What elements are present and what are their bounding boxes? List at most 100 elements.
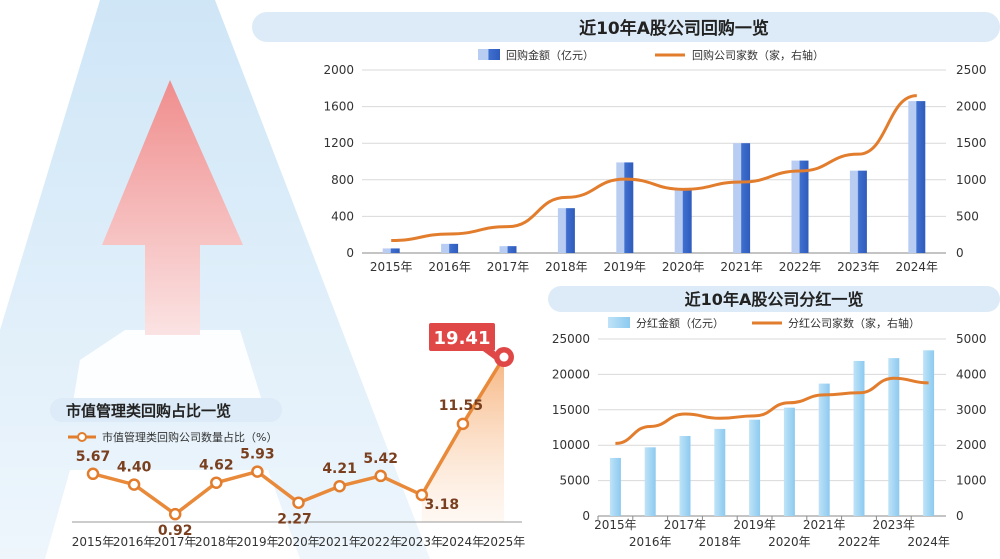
y-left-tick: 15000 — [552, 403, 590, 417]
data-label: 3.18 — [425, 497, 460, 513]
data-point — [127, 478, 141, 491]
data-label: 5.42 — [363, 451, 398, 467]
x-tick-label: 2023年 — [401, 535, 444, 549]
y-left-tick: 10000 — [552, 438, 590, 452]
x-tick-label: 2016年 — [428, 260, 471, 274]
x-tick-label: 2016年 — [629, 535, 672, 549]
bar — [714, 428, 726, 516]
buyback-title: 近10年A股公司回购一览 — [579, 18, 769, 39]
x-tick-label: 2021年 — [803, 518, 846, 532]
y-left-tick: 20000 — [552, 367, 590, 381]
x-tick-label: 2019年 — [236, 535, 279, 549]
data-label: 5.67 — [76, 449, 111, 465]
y-right-tick: 500 — [956, 209, 979, 223]
buyback-title-banner — [252, 12, 1000, 42]
bar — [849, 170, 867, 253]
x-tick-label: 2020年 — [662, 260, 705, 274]
data-label: 4.21 — [322, 461, 357, 477]
x-tick-label: 2017年 — [487, 260, 530, 274]
series-line — [391, 94, 917, 243]
x-tick-label: 2015年 — [370, 260, 413, 274]
data-point — [374, 469, 387, 483]
x-tick-label: 2022年 — [838, 535, 881, 549]
y-right-tick: 2000 — [956, 100, 987, 114]
bar — [791, 160, 809, 253]
mktcap-area — [421, 357, 504, 522]
bar — [749, 419, 761, 516]
x-tick-label: 2022年 — [779, 260, 822, 274]
data-point — [86, 467, 100, 481]
mktcap-highlight-callout: 19.41 — [429, 323, 498, 362]
y-left-tick: 0 — [582, 509, 590, 523]
data-point — [210, 476, 223, 489]
data-point — [292, 496, 305, 509]
y-right-tick: 4000 — [956, 367, 987, 381]
y-left-tick: 5000 — [559, 474, 590, 488]
x-tick-label: 2018年 — [545, 260, 588, 274]
bar — [923, 350, 935, 516]
mktcap-highlight-pointer — [483, 351, 498, 362]
data-label: 5.93 — [240, 447, 275, 463]
x-tick-label: 2019年 — [604, 260, 647, 274]
data-point — [251, 465, 264, 478]
buyback-legend: 回购金额（亿元） 回购公司家数（家，右轴） — [478, 48, 824, 62]
decor-up-arrow — [102, 80, 243, 335]
buyback-legend-bar-label: 回购金额（亿元） — [506, 48, 594, 62]
dividend-legend-bar-swatch — [608, 317, 630, 328]
y-left-tick: 25000 — [552, 332, 590, 346]
bar — [818, 383, 830, 516]
bar — [783, 407, 795, 516]
mktcap-title: 市值管理类回购占比一览 — [66, 402, 231, 420]
y-left-tick: 0 — [346, 246, 354, 260]
data-point — [415, 488, 429, 502]
x-tick-label: 2019年 — [733, 518, 776, 532]
mktcap-title-banner — [50, 398, 282, 422]
y-right-tick: 1000 — [956, 474, 987, 488]
dividend-legend: 分红金额（亿元） 分红公司家数（家，右轴） — [608, 316, 920, 330]
dividend-title: 近10年A股公司分红一览 — [685, 290, 864, 309]
bar — [674, 189, 692, 253]
x-tick-label: 2024年 — [896, 260, 939, 274]
data-point — [456, 417, 470, 431]
mktcap-chart: 市值管理类回购占比一览 市值管理类回购公司数量占比（%） 5.67 4.40 0.9… — [50, 323, 525, 549]
buyback-legend-line-label: 回购公司家数（家，右轴） — [692, 48, 824, 62]
dividend-legend-bar-label: 分红金额（亿元） — [636, 316, 724, 330]
series-line — [615, 376, 929, 445]
y-left-tick: 400 — [331, 209, 354, 223]
mktcap-highlight-label: 19.41 — [434, 328, 491, 349]
x-tick-label: 2021年 — [318, 535, 361, 549]
dividend-chart: 近10年A股公司分红一览 分红金额（亿元） 分红公司家数（家，右轴） 0 5000… — [548, 286, 1000, 549]
bar — [441, 243, 459, 253]
mktcap-highlight-box — [429, 323, 495, 351]
x-tick-label: 2018年 — [699, 535, 742, 549]
buyback-legend-bar-swatch — [478, 49, 500, 60]
x-tick-label: 2017年 — [664, 518, 707, 532]
x-tick-label: 2015年 — [594, 518, 637, 532]
x-tick-label: 2020年 — [277, 535, 320, 549]
bar — [908, 101, 926, 253]
x-tick-label: 2020年 — [768, 535, 811, 549]
y-left-tick: 2000 — [323, 63, 354, 77]
x-tick-label: 2022年 — [359, 535, 402, 549]
data-point — [333, 479, 346, 493]
y-right-tick: 2000 — [956, 438, 987, 452]
x-tick-label: 2024年 — [907, 535, 950, 549]
bar — [644, 447, 656, 516]
x-tick-label: 2021年 — [720, 260, 763, 274]
y-right-tick: 2500 — [956, 63, 987, 77]
bar — [679, 435, 691, 516]
y-left-tick: 800 — [331, 173, 354, 187]
data-point-highlight-center — [499, 352, 509, 362]
y-right-tick: 1500 — [956, 136, 987, 150]
x-tick-label: 2024年 — [442, 535, 485, 549]
mktcap-legend-marker — [77, 432, 87, 442]
bar — [888, 358, 900, 516]
dividend-title-banner — [548, 286, 1000, 312]
data-label: 11.55 — [439, 398, 483, 414]
x-tick-label: 2023年 — [873, 518, 916, 532]
bar — [853, 360, 865, 516]
x-tick-label: 2016年 — [113, 535, 156, 549]
data-label: 0.92 — [158, 523, 193, 539]
x-tick-label: 2025年 — [483, 535, 526, 549]
